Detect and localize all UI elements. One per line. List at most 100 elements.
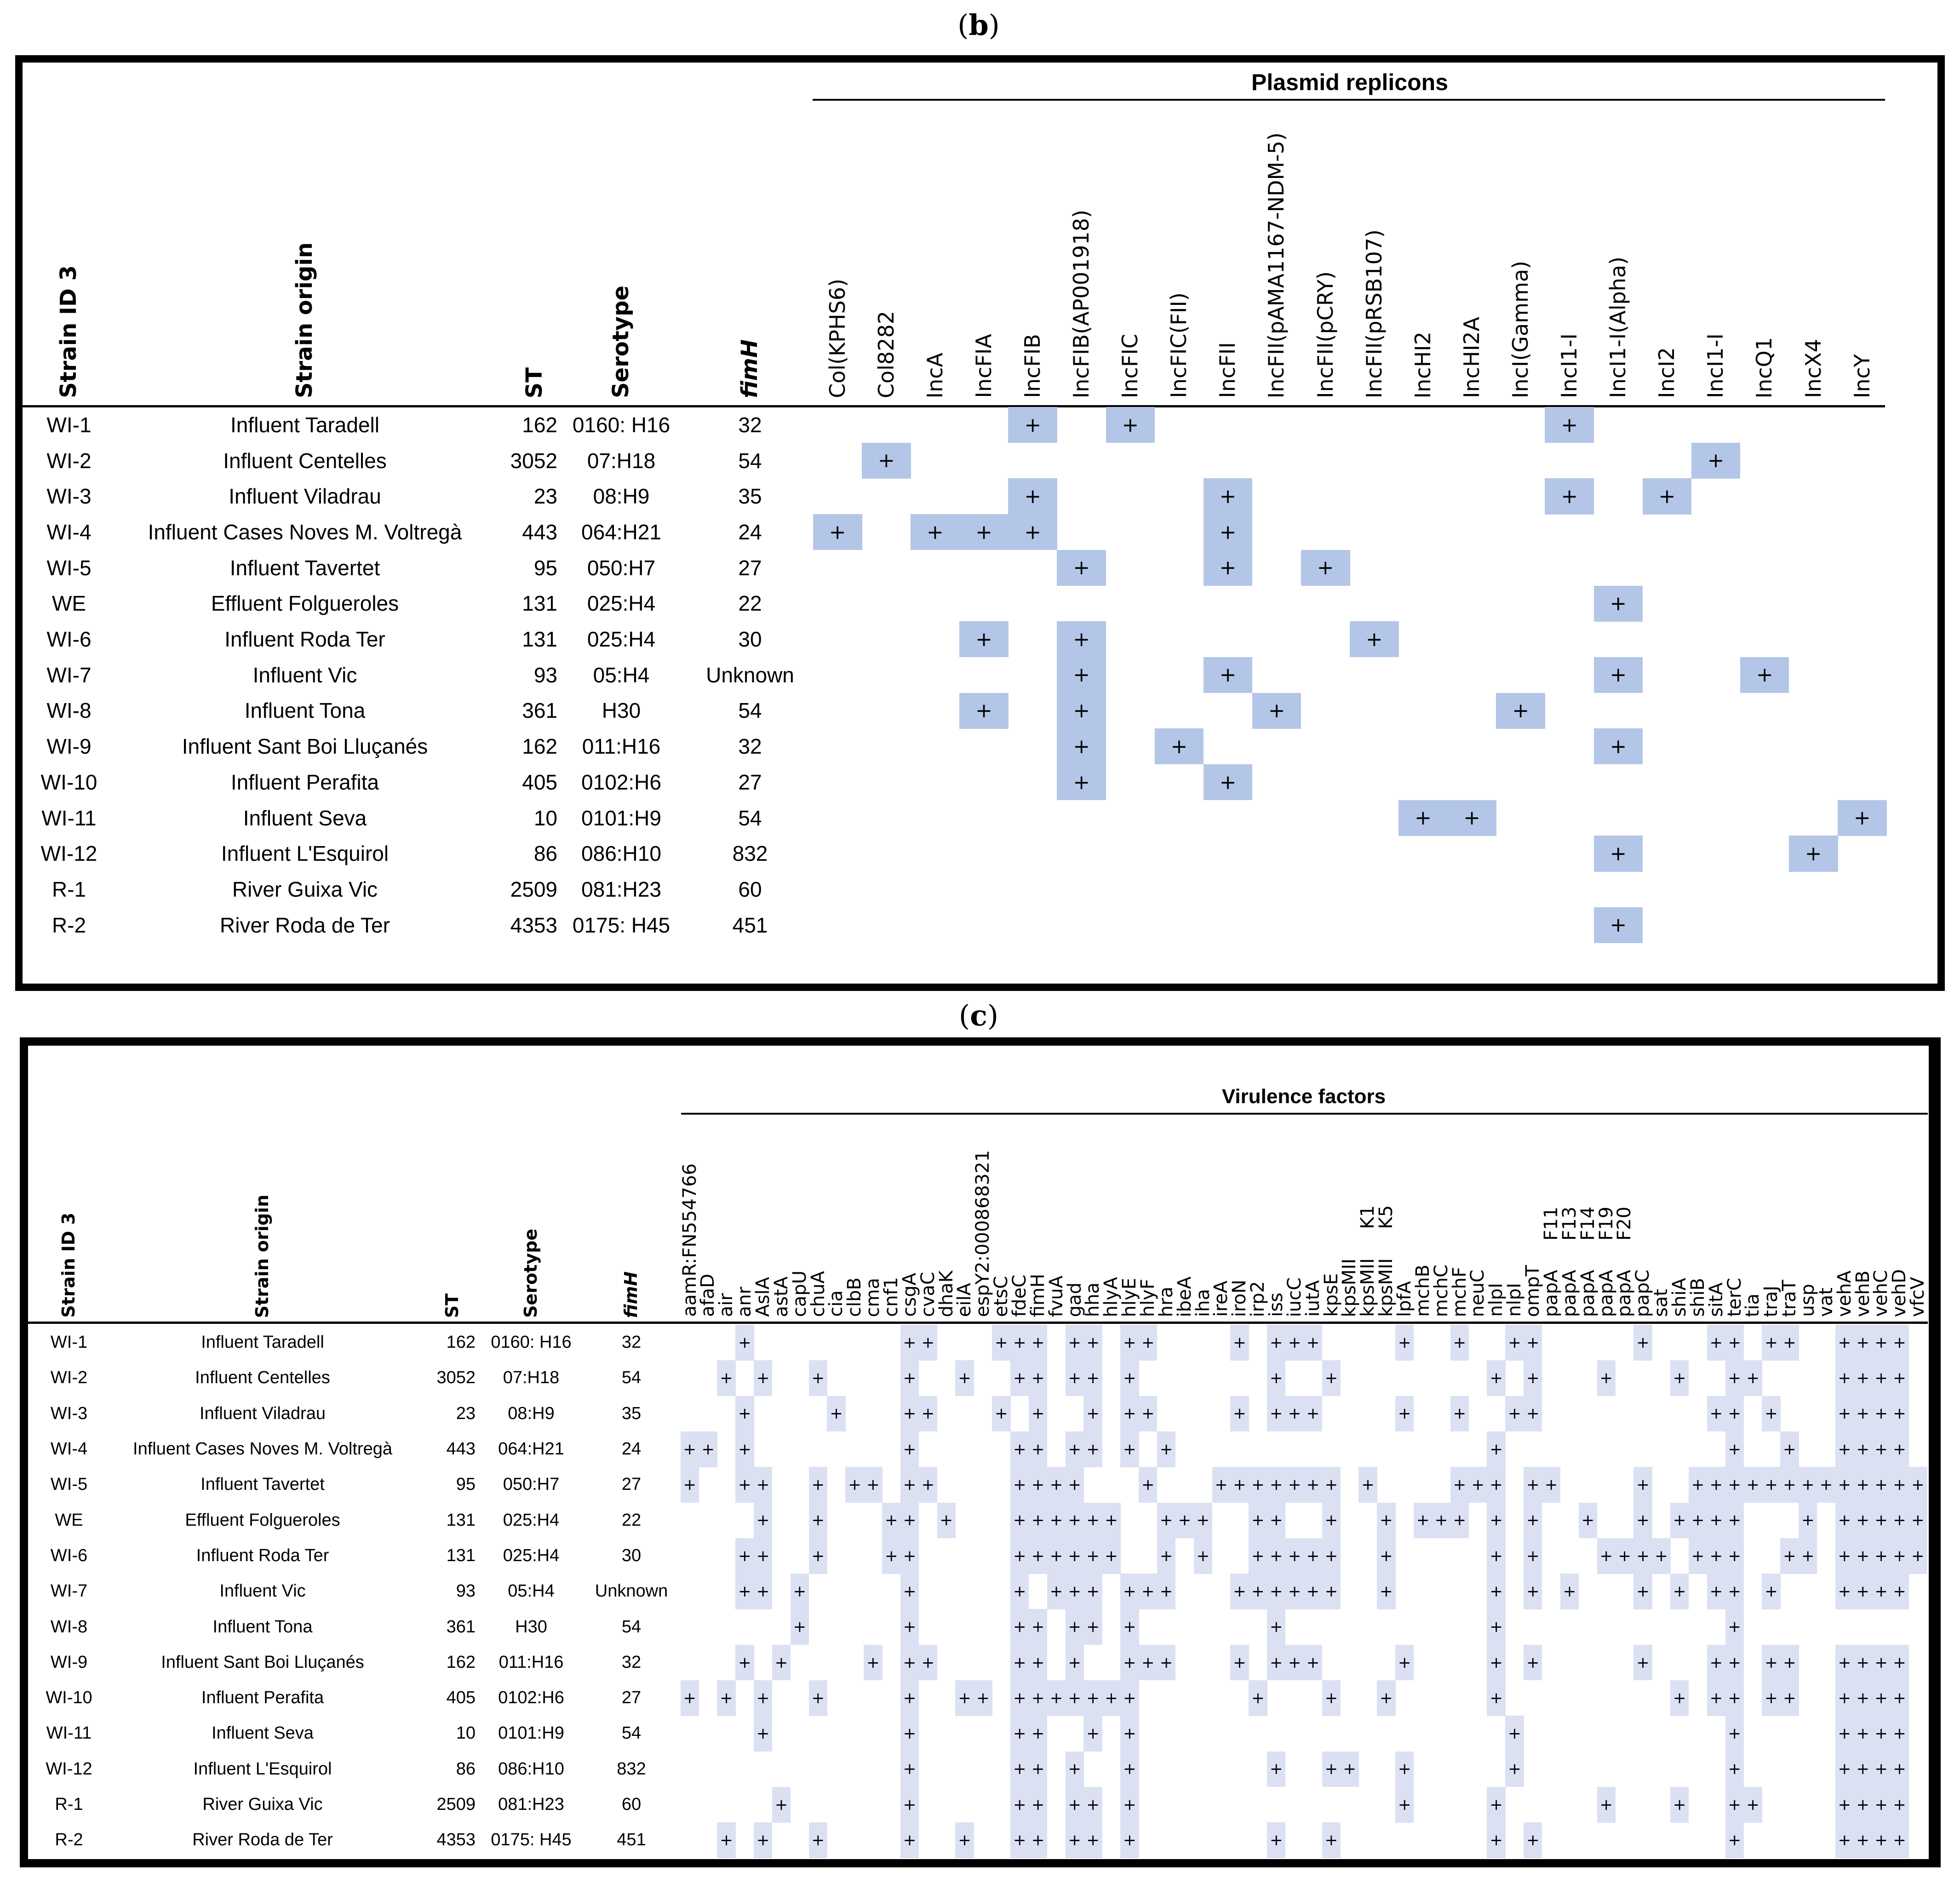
strain-st: 162 [522,734,557,759]
header-serotype: Serotype [608,286,634,398]
positive-mark: + [1322,1538,1341,1574]
positive-mark: + [1707,1396,1726,1432]
positive-mark: + [1743,1467,1762,1503]
strain-serotype: 08:H9 [508,1403,555,1423]
positive-mark: + [1780,1467,1799,1503]
column-header: IncFIC [1118,333,1143,398]
positive-mark: + [1762,1680,1781,1716]
positive-mark: + [1010,1751,1029,1787]
positive-mark: + [1065,1644,1084,1681]
positive-mark: + [1633,1644,1652,1681]
strain-fimh: 54 [621,1368,642,1388]
positive-mark: + [1633,1574,1652,1609]
positive-mark: + [1853,1396,1872,1432]
column-header: sitA [1705,1282,1727,1317]
positive-mark: + [1249,1502,1267,1539]
strain-origin: Influent Tona [244,698,366,723]
column-header: ibeA [1174,1276,1195,1317]
strain-st: 2509 [436,1795,476,1814]
positive-mark: + [1725,1325,1744,1361]
column-header: IncHI2 [1410,331,1435,398]
positive-mark: + [1083,1786,1102,1823]
positive-mark: + [1872,1538,1891,1574]
strain-id: WI-12 [46,1759,92,1779]
column-header: IncFIB [1020,334,1045,398]
positive-mark: + [1487,1786,1506,1823]
strain-st: 131 [446,1545,476,1565]
positive-mark: + [1106,407,1155,443]
positive-mark: + [1120,1680,1139,1716]
strain-fimh: 32 [621,1333,642,1352]
positive-mark: + [1395,1325,1414,1361]
strain-id: WI-6 [50,1545,88,1565]
positive-mark: + [1853,1502,1872,1539]
positive-mark: + [1524,1822,1542,1858]
positive-mark: + [900,1786,919,1823]
positive-mark: + [1432,1502,1451,1539]
positive-mark: + [1872,1786,1891,1823]
positive-mark: + [1835,1467,1854,1503]
positive-mark: + [1120,1786,1139,1823]
positive-mark: + [959,621,1009,658]
positive-mark: + [1890,1467,1909,1503]
positive-mark: + [1853,1716,1872,1752]
positive-mark: + [1065,1751,1084,1787]
column-header: IncA [922,352,947,398]
positive-mark: + [735,1574,754,1609]
strain-serotype: 0101:H9 [498,1723,564,1743]
positive-mark: + [1010,1325,1029,1361]
positive-mark: + [1890,1502,1909,1539]
positive-mark: + [1450,1467,1469,1503]
column-header: vat [1815,1288,1837,1317]
positive-mark: + [680,1680,699,1716]
positive-mark: + [1398,800,1448,836]
column-header: cvaC [917,1271,939,1317]
strain-id: WI-5 [46,555,92,580]
positive-mark: + [808,1360,827,1397]
positive-mark: + [1542,1467,1561,1503]
strain-id: WI-10 [40,770,97,794]
positive-mark: + [1028,1431,1048,1467]
positive-mark: + [1350,621,1399,658]
positive-mark: + [772,1644,791,1681]
strain-id: WI-3 [50,1403,88,1423]
strain-serotype: 07:H18 [503,1368,560,1388]
positive-mark: + [1780,1538,1799,1574]
column-header: IncY [1849,354,1874,398]
strain-origin: Influent Taradell [201,1333,324,1352]
positive-mark: + [1670,1786,1689,1823]
positive-mark: + [1120,1431,1139,1467]
positive-mark: + [959,514,1009,550]
positive-mark: + [754,1680,773,1716]
strain-fimh: 32 [738,734,762,759]
positive-mark: + [900,1431,919,1467]
positive-mark: + [1835,1786,1854,1823]
positive-mark: + [1593,585,1643,622]
positive-mark: + [1303,1325,1323,1361]
positive-mark: + [1377,1538,1396,1574]
strain-origin: Influent Sant Boi Lluçanés [161,1652,364,1672]
positive-mark: + [1139,1325,1158,1361]
strain-st: 131 [446,1510,476,1530]
positive-mark: + [1083,1822,1102,1858]
positive-mark: + [1707,1502,1726,1539]
column-header: IncQ1 [1752,337,1777,399]
positive-mark: + [1267,1360,1286,1397]
positive-mark: + [1450,1396,1469,1432]
column-header: IncI1-I [1703,333,1728,398]
positive-mark: + [717,1822,736,1858]
positive-mark: + [1524,1644,1542,1681]
column-header: hra [1155,1286,1177,1317]
strain-st: 443 [522,520,557,544]
positive-mark: + [1203,514,1253,550]
column-header: vehA [1834,1271,1855,1317]
positive-mark: + [1817,1467,1836,1503]
positive-mark: + [1505,1325,1524,1361]
positive-mark: + [1065,1609,1084,1645]
positive-mark: + [808,1502,827,1539]
positive-mark: + [1203,478,1253,515]
positive-mark: + [1593,728,1643,765]
positive-mark: + [1267,1325,1286,1361]
strain-id: WI-7 [46,663,92,687]
positive-mark: + [1725,1467,1744,1503]
